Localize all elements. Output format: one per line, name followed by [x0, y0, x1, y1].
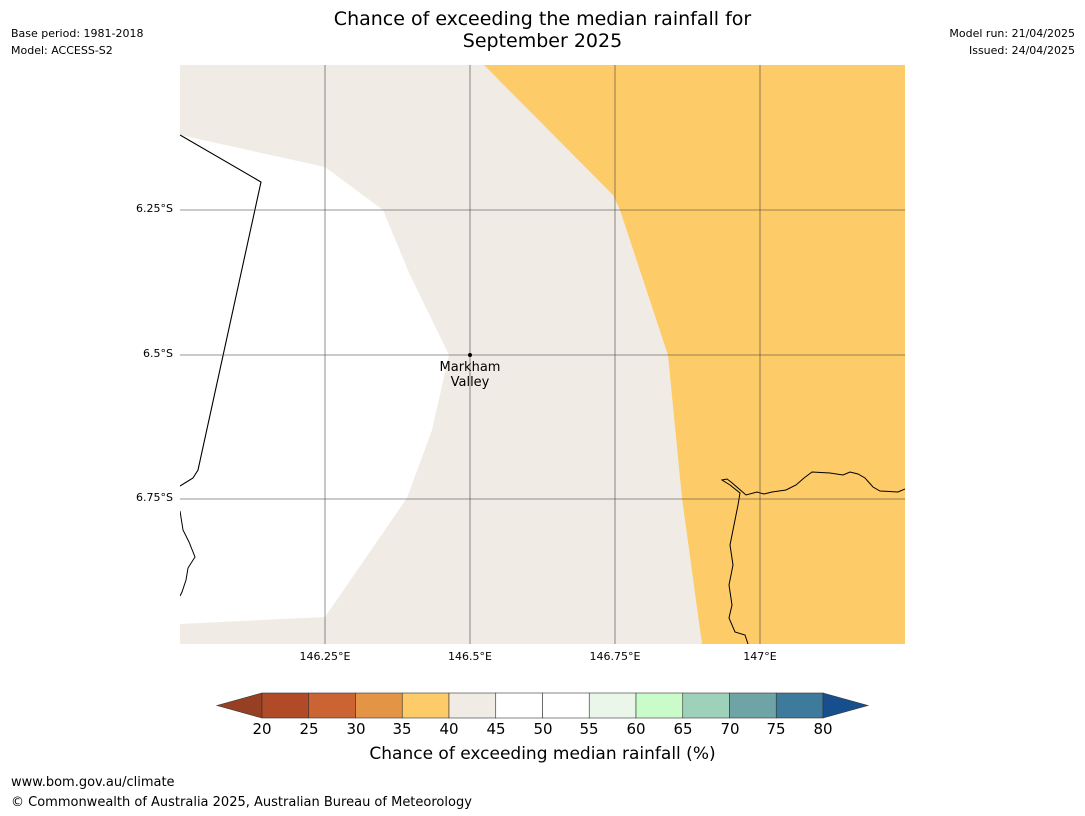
model-run-text: Model run: 21/04/2025: [949, 27, 1075, 40]
issued-text: Issued: 24/04/2025: [968, 44, 1075, 57]
colorbar-swatch: [495, 692, 543, 719]
colorbar-tick: 65: [673, 720, 693, 738]
lon-label-146-75: 146.75°E: [589, 650, 641, 663]
coastline-east: [720, 471, 905, 644]
map-title-line2: September 2025: [462, 30, 623, 52]
colorbar-swatch: [635, 692, 684, 719]
colorbar-tick: 75: [766, 720, 786, 738]
colorbar-tick: 25: [299, 720, 319, 738]
colorbar-tick: 45: [486, 720, 506, 738]
colorbar-swatch: [729, 692, 777, 719]
colorbar-swatch: [401, 692, 450, 719]
map-area: [180, 65, 905, 644]
colorbar-title: Chance of exceeding median rainfall (%): [369, 744, 716, 764]
map-title-line1: Chance of exceeding the median rainfall …: [333, 8, 752, 30]
colorbar-tick: 50: [533, 720, 553, 738]
colorbar-tick: 40: [439, 720, 459, 738]
place-label-line2: Valley: [450, 375, 490, 390]
colorbar-swatch: [355, 692, 403, 719]
colorbar-swatch: [542, 692, 590, 719]
colorbar-over-arrow: [822, 692, 870, 719]
colorbar-tick: 60: [626, 720, 646, 738]
lat-label-6-5: 6.5°S: [143, 347, 173, 360]
lon-label-146-5: 146.5°E: [448, 650, 492, 663]
colorbar-tick: 70: [720, 720, 740, 738]
colorbar-under-arrow: [215, 692, 263, 719]
lon-label-147: 147°E: [743, 650, 777, 663]
lon-label-146-25: 146.25°E: [299, 650, 351, 663]
base-period-text: Base period: 1981-2018: [11, 27, 144, 40]
location-marker: [468, 353, 472, 357]
lat-label-6-75: 6.75°S: [136, 491, 173, 504]
meta-left: Base period: 1981-2018 Model: ACCESS-S2: [11, 25, 143, 59]
colorbar-tick: 30: [346, 720, 366, 738]
lat-label-6-25: 6.25°S: [136, 202, 173, 215]
colorbar-swatch: [261, 692, 310, 719]
colorbar-tick: 35: [392, 720, 412, 738]
map-title: Chance of exceeding the median rainfall …: [0, 8, 1085, 52]
colorbar-tick: 80: [813, 720, 833, 738]
region-45-55: [180, 135, 449, 624]
colorbar-swatch: [682, 692, 730, 719]
colorbar-swatch: [775, 692, 824, 719]
footer-copyright: © Commonwealth of Australia 2025, Austra…: [11, 795, 472, 810]
place-label: Markham Valley: [420, 360, 520, 390]
place-label-line1: Markham: [439, 360, 501, 375]
coastline-west: [180, 134, 262, 487]
colorbar-swatch: [308, 692, 356, 719]
footer-url[interactable]: www.bom.gov.au/climate: [11, 775, 175, 790]
colorbar-tick: 55: [579, 720, 599, 738]
meta-right: Model run: 21/04/2025 Issued: 24/04/2025: [949, 25, 1075, 59]
model-text: Model: ACCESS-S2: [11, 44, 113, 57]
colorbar-tick: 20: [252, 720, 272, 738]
colorbar-swatch: [448, 692, 497, 719]
colorbar-swatch: [588, 692, 637, 719]
coastline-southwest: [180, 510, 196, 597]
